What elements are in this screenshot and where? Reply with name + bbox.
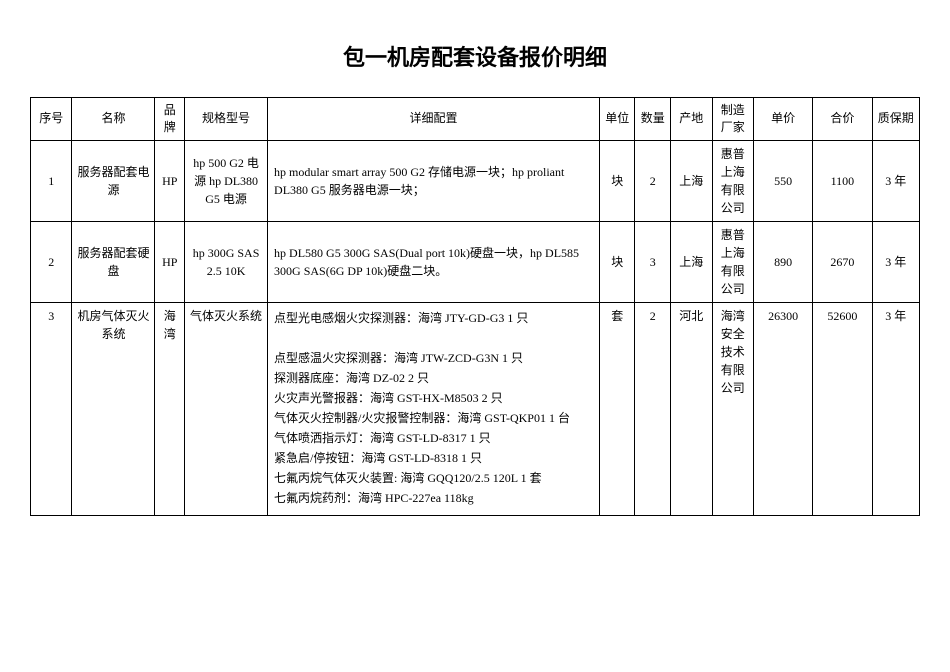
detail-line: 气体灭火控制器/火灾报警控制器：海湾 GST-QKP01 1 台 [274, 409, 593, 427]
document-title: 包一机房配套设备报价明细 [30, 40, 920, 72]
cell-origin: 河北 [671, 302, 712, 515]
cell-warranty: 3 年 [872, 140, 919, 221]
table-row: 1服务器配套电源HPhp 500 G2 电源 hp DL380 G5 电源hp … [31, 140, 920, 221]
header-unit: 单位 [599, 98, 635, 141]
cell-total: 2670 [813, 221, 872, 302]
cell-mfr: 惠普上海有限公司 [712, 140, 753, 221]
cell-mfr: 惠普上海有限公司 [712, 221, 753, 302]
cell-warranty: 3 年 [872, 221, 919, 302]
cell-detail: hp DL580 G5 300G SAS(Dual port 10k)硬盘一块，… [268, 221, 600, 302]
table-header-row: 序号 名称 品牌 规格型号 详细配置 单位 数量 产地 制造厂家 单价 合价 质… [31, 98, 920, 141]
cell-detail: 点型光电感烟火灾探测器：海湾 JTY-GD-G3 1 只 点型感温火灾探测器：海… [268, 302, 600, 515]
cell-detail: hp modular smart array 500 G2 存储电源一块；hp … [268, 140, 600, 221]
header-model: 规格型号 [185, 98, 268, 141]
cell-total: 52600 [813, 302, 872, 515]
header-origin: 产地 [671, 98, 712, 141]
cell-origin: 上海 [671, 140, 712, 221]
cell-name: 服务器配套硬盘 [72, 221, 155, 302]
cell-mfr: 海湾安全技术有限公司 [712, 302, 753, 515]
cell-qty: 3 [635, 221, 671, 302]
cell-brand: 海湾 [155, 302, 185, 515]
cell-model: 气体灭火系统 [185, 302, 268, 515]
cell-brand: HP [155, 140, 185, 221]
detail-line: 探测器底座：海湾 DZ-02 2 只 [274, 369, 593, 387]
cell-brand: HP [155, 221, 185, 302]
header-mfr: 制造厂家 [712, 98, 753, 141]
cell-model: hp 300G SAS 2.5 10K [185, 221, 268, 302]
cell-name: 机房气体灭火系统 [72, 302, 155, 515]
cell-qty: 2 [635, 302, 671, 515]
cell-price: 890 [754, 221, 813, 302]
cell-warranty: 3 年 [872, 302, 919, 515]
header-total: 合价 [813, 98, 872, 141]
header-price: 单价 [754, 98, 813, 141]
cell-seq: 3 [31, 302, 72, 515]
quotation-table: 序号 名称 品牌 规格型号 详细配置 单位 数量 产地 制造厂家 单价 合价 质… [30, 97, 920, 516]
cell-seq: 2 [31, 221, 72, 302]
cell-model: hp 500 G2 电源 hp DL380 G5 电源 [185, 140, 268, 221]
detail-line: 紧急启/停按钮：海湾 GST-LD-8318 1 只 [274, 449, 593, 467]
header-seq: 序号 [31, 98, 72, 141]
table-row: 2服务器配套硬盘HPhp 300G SAS 2.5 10Khp DL580 G5… [31, 221, 920, 302]
cell-unit: 块 [599, 221, 635, 302]
detail-line: 点型感温火灾探测器：海湾 JTW-ZCD-G3N 1 只 [274, 349, 593, 367]
header-detail: 详细配置 [268, 98, 600, 141]
cell-origin: 上海 [671, 221, 712, 302]
detail-line: 点型光电感烟火灾探测器：海湾 JTY-GD-G3 1 只 [274, 309, 593, 327]
cell-unit: 套 [599, 302, 635, 515]
cell-price: 26300 [754, 302, 813, 515]
detail-line: 七氟丙烷药剂：海湾 HPC-227ea 118kg [274, 489, 593, 507]
cell-unit: 块 [599, 140, 635, 221]
detail-line: 气体喷洒指示灯：海湾 GST-LD-8317 1 只 [274, 429, 593, 447]
detail-line: 七氟丙烷气体灭火装置: 海湾 GQQ120/2.5 120L 1 套 [274, 469, 593, 487]
header-warranty: 质保期 [872, 98, 919, 141]
detail-line: 火灾声光警报器：海湾 GST-HX-M8503 2 只 [274, 389, 593, 407]
header-qty: 数量 [635, 98, 671, 141]
header-name: 名称 [72, 98, 155, 141]
cell-seq: 1 [31, 140, 72, 221]
detail-line [274, 329, 593, 347]
header-brand: 品牌 [155, 98, 185, 141]
cell-total: 1100 [813, 140, 872, 221]
table-row: 3机房气体灭火系统海湾气体灭火系统点型光电感烟火灾探测器：海湾 JTY-GD-G… [31, 302, 920, 515]
cell-price: 550 [754, 140, 813, 221]
cell-qty: 2 [635, 140, 671, 221]
cell-name: 服务器配套电源 [72, 140, 155, 221]
